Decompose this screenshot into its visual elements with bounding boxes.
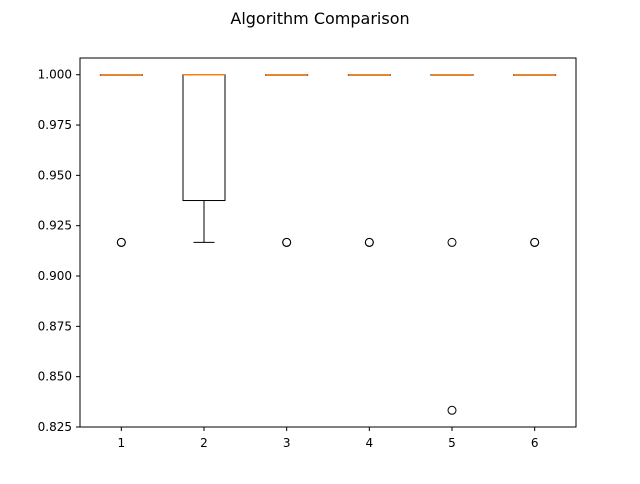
y-tick-label: 0.875 [38,319,72,333]
y-tick-label: 0.925 [38,219,72,233]
y-tick-label: 0.825 [38,420,72,434]
y-tick-label: 0.850 [38,370,72,384]
outlier-point [282,237,292,247]
axes-frame [79,57,577,428]
y-tick-label: 0.975 [38,118,72,132]
outlier-point [116,237,126,247]
y-tick-label: 0.900 [38,269,72,283]
outlier-point [447,237,457,247]
chart-title: Algorithm Comparison [230,9,409,28]
y-tick-label: 0.950 [38,168,72,182]
outlier-point [530,237,540,247]
x-tick-label: 2 [200,436,208,450]
plot-area: 0.825 0.850 0.875 0.900 0.925 0.950 0.975 1.000… [38,68,557,450]
x-tick-label: 3 [283,436,291,450]
x-tick-label: 4 [366,436,374,450]
outlier-point [447,405,457,415]
x-tick-label: 5 [448,436,456,450]
y-tick-label: 1.000 [38,68,72,82]
x-tick-label: 1 [118,436,126,450]
x-tick-label: 6 [531,436,539,450]
outlier-point [364,237,374,247]
